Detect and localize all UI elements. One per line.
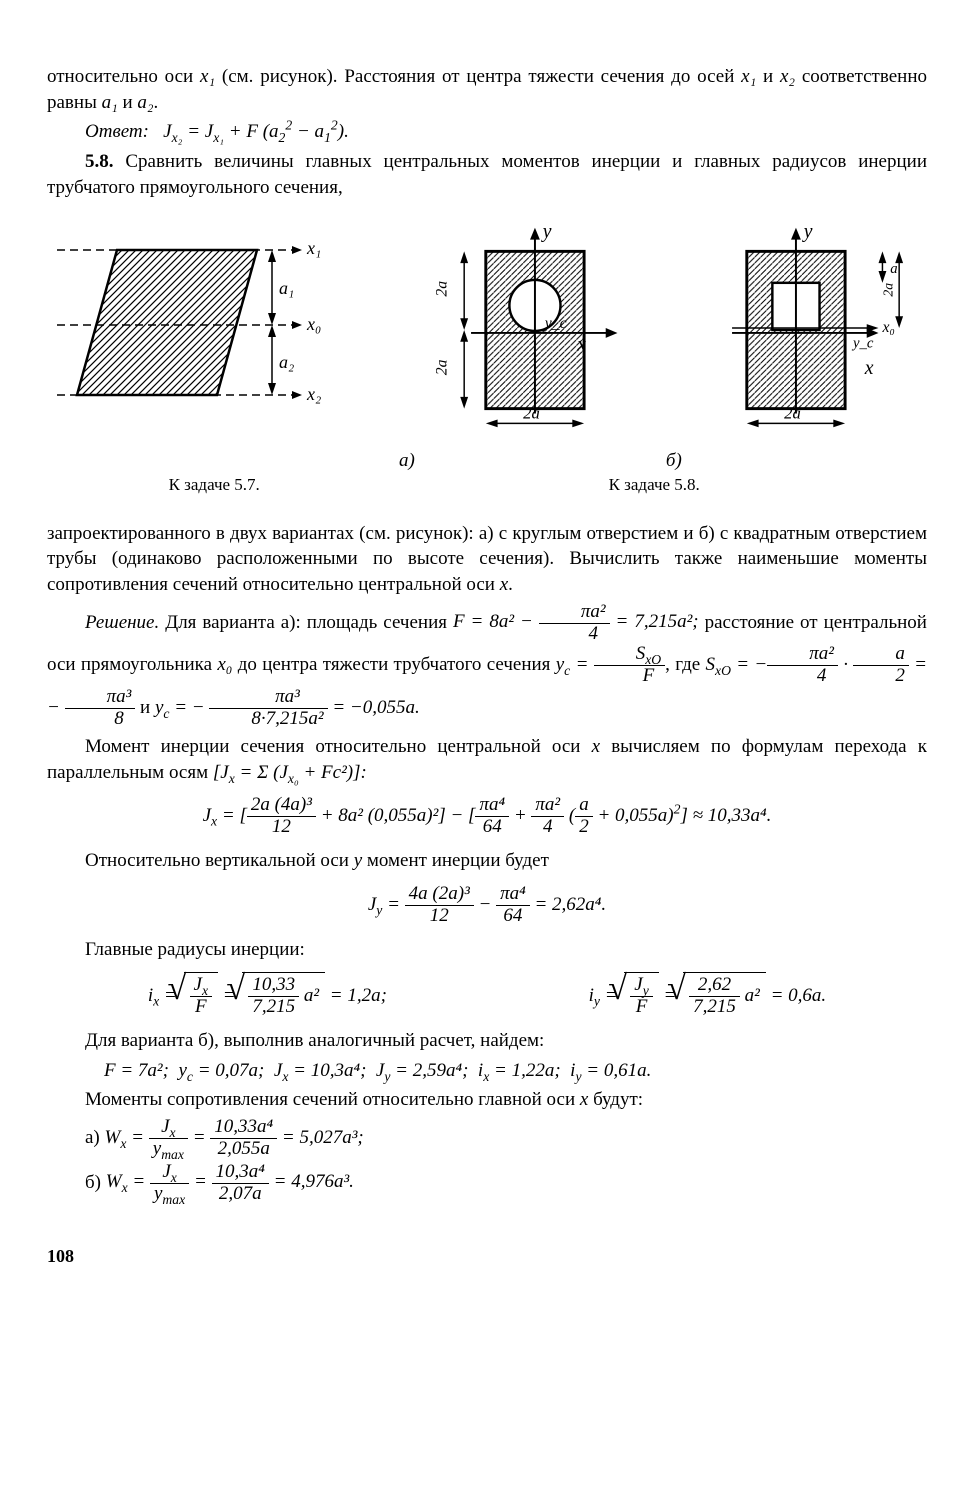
var: a₂ bbox=[137, 92, 153, 113]
text: момент инерции будет bbox=[362, 850, 549, 871]
svg-text:y: y bbox=[540, 221, 551, 243]
solution-label: Решение. bbox=[85, 611, 159, 632]
eq-Wx-b: Wx = Jxymax = 10,3a⁴2,07a = 4,976a³. bbox=[106, 1171, 354, 1192]
eq-radii: ix = JxF = 10,337,215 a² = 1,2a; iy = Jy… bbox=[47, 972, 927, 1018]
eq-F: F = 8a² − πa²4 = 7,215a²; bbox=[453, 611, 699, 632]
text: . bbox=[508, 574, 513, 595]
var: a₁ bbox=[102, 92, 118, 113]
eq-yc2: yc = − πa³8·7,215a² = −0,055a. bbox=[155, 697, 420, 718]
var: x₁ bbox=[200, 66, 215, 87]
page-number: 108 bbox=[47, 1244, 927, 1268]
Wx-a: а) Wx = Jxymax = 10,33a⁴2,055a = 5,027a³… bbox=[47, 1117, 927, 1160]
var: x bbox=[500, 574, 508, 595]
var: x₂ bbox=[780, 66, 795, 87]
text: до центра тяжести трубчатого сечения bbox=[232, 654, 555, 675]
figure-5-8a: y x y_c 2a 2a bbox=[417, 220, 666, 440]
text: и bbox=[118, 92, 138, 113]
fig-captions: К задаче 5.7. К задаче 5.8. bbox=[47, 474, 927, 497]
eq-Wx-a: Wx = Jxymax = 10,33a⁴2,055a = 5,027a³; bbox=[105, 1127, 364, 1148]
svg-text:x₀: x₀ bbox=[306, 314, 321, 334]
svg-text:2a: 2a bbox=[433, 360, 450, 376]
svg-text:x₀: x₀ bbox=[881, 319, 894, 336]
text: Моменты сопротивления сечений относитель… bbox=[85, 1089, 580, 1110]
svg-text:x: x bbox=[864, 357, 874, 379]
figures-row: x₁ x₀ x₂ a₁ a₂ bbox=[47, 220, 927, 440]
answer-line: Ответ: Jx₂ = Jx₁ + F (a22 − a12). bbox=[47, 119, 927, 145]
svg-text:2a: 2a bbox=[784, 404, 801, 423]
text: , где bbox=[665, 654, 705, 675]
text: Для варианта а): площадь сечения bbox=[159, 611, 453, 632]
radii-title: Главные радиусы инерции: bbox=[47, 937, 927, 963]
text: Момент инерции сечения относительно цент… bbox=[85, 736, 592, 757]
intro-para: относительно оси x₁ (см. рисунок). Расст… bbox=[47, 64, 927, 115]
text: Относительно вертикальной оси bbox=[85, 850, 354, 871]
var: x₁ bbox=[741, 66, 756, 87]
vertical-para: Относительно вертикальной оси y момент и… bbox=[47, 848, 927, 874]
answer-label: Ответ: bbox=[85, 121, 149, 142]
text: и bbox=[756, 66, 780, 87]
variant-b-line3: Моменты сопротивления сечений относитель… bbox=[47, 1087, 927, 1113]
svg-text:a₂: a₂ bbox=[279, 352, 294, 372]
fig-ab-labels: а) б) bbox=[47, 448, 927, 474]
para-5-8-cont: запроектированного в двух вариантах (см.… bbox=[47, 521, 927, 598]
svg-text:2a: 2a bbox=[880, 283, 895, 297]
svg-text:x₂: x₂ bbox=[306, 384, 321, 404]
text: относительно оси bbox=[47, 66, 200, 87]
svg-text:a: a bbox=[890, 261, 897, 277]
figure-5-7: x₁ x₀ x₂ a₁ a₂ bbox=[47, 220, 381, 440]
eq-yc: yc = SxOF bbox=[556, 654, 665, 675]
answer-formula: Jx₂ = Jx₁ + F (a22 − a12). bbox=[163, 121, 349, 142]
label-b: б) bbox=[666, 448, 921, 474]
solution-line1: Решение. Для варианта а): площадь сечени… bbox=[47, 602, 927, 730]
var: y bbox=[354, 850, 362, 871]
eq-sum: [Jx = Σ (Jx₀ + Fc²)]: bbox=[213, 762, 367, 783]
svg-text:a₁: a₁ bbox=[279, 278, 294, 298]
text: будут: bbox=[588, 1089, 643, 1110]
eq-Jx: Jx = [2a (4a)³12 + 8a² (0,055a)²] − [πa⁴… bbox=[47, 795, 927, 838]
problem-5-8: 5.8. Сравнить величины главных центральн… bbox=[47, 149, 927, 200]
moment-para: Момент инерции сечения относительно цент… bbox=[47, 734, 927, 785]
svg-text:2a: 2a bbox=[433, 281, 450, 297]
figure-5-8: y x y_c 2a 2a bbox=[417, 220, 927, 440]
text: и bbox=[135, 697, 155, 718]
text: (см. рисунок). Расстояния от центра тяже… bbox=[215, 66, 741, 87]
svg-text:2a: 2a bbox=[523, 404, 540, 423]
label-b: б) bbox=[85, 1171, 106, 1192]
caption-5-7: К задаче 5.7. bbox=[47, 474, 381, 497]
svg-text:y_c: y_c bbox=[542, 315, 566, 332]
caption-5-8: К задаче 5.8. bbox=[381, 474, 927, 497]
problem-num: 5.8. bbox=[85, 151, 114, 172]
svg-text:y: y bbox=[802, 221, 813, 243]
svg-text:x₁: x₁ bbox=[306, 238, 321, 258]
variant-b-line2: F = 7a²; yc = 0,07a; Jx = 10,3a⁴; Jy = 2… bbox=[47, 1058, 927, 1084]
text: запроектированного в двух вариантах (см.… bbox=[47, 523, 927, 595]
eq-Jy: Jy = 4a (2a)³12 − πa⁴64 = 2,62a⁴. bbox=[47, 884, 927, 927]
figure-5-8b: y x x₀ y_c 2a bbox=[678, 220, 927, 440]
variant-b-line1: Для варианта б), выполнив аналогичный ра… bbox=[47, 1028, 927, 1054]
var: x bbox=[592, 736, 600, 757]
label-a: а) bbox=[399, 448, 654, 474]
svg-text:y_c: y_c bbox=[851, 336, 874, 352]
label-a: а) bbox=[85, 1127, 105, 1148]
text: . bbox=[153, 92, 158, 113]
var: x₀ bbox=[217, 654, 232, 675]
problem-text: Сравнить величины главных центральных мо… bbox=[47, 151, 927, 198]
Wx-b: б) Wx = Jxymax = 10,3a⁴2,07a = 4,976a³. bbox=[47, 1162, 927, 1205]
variant-b-values: F = 7a²; yc = 0,07a; Jx = 10,3a⁴; Jy = 2… bbox=[104, 1060, 651, 1081]
